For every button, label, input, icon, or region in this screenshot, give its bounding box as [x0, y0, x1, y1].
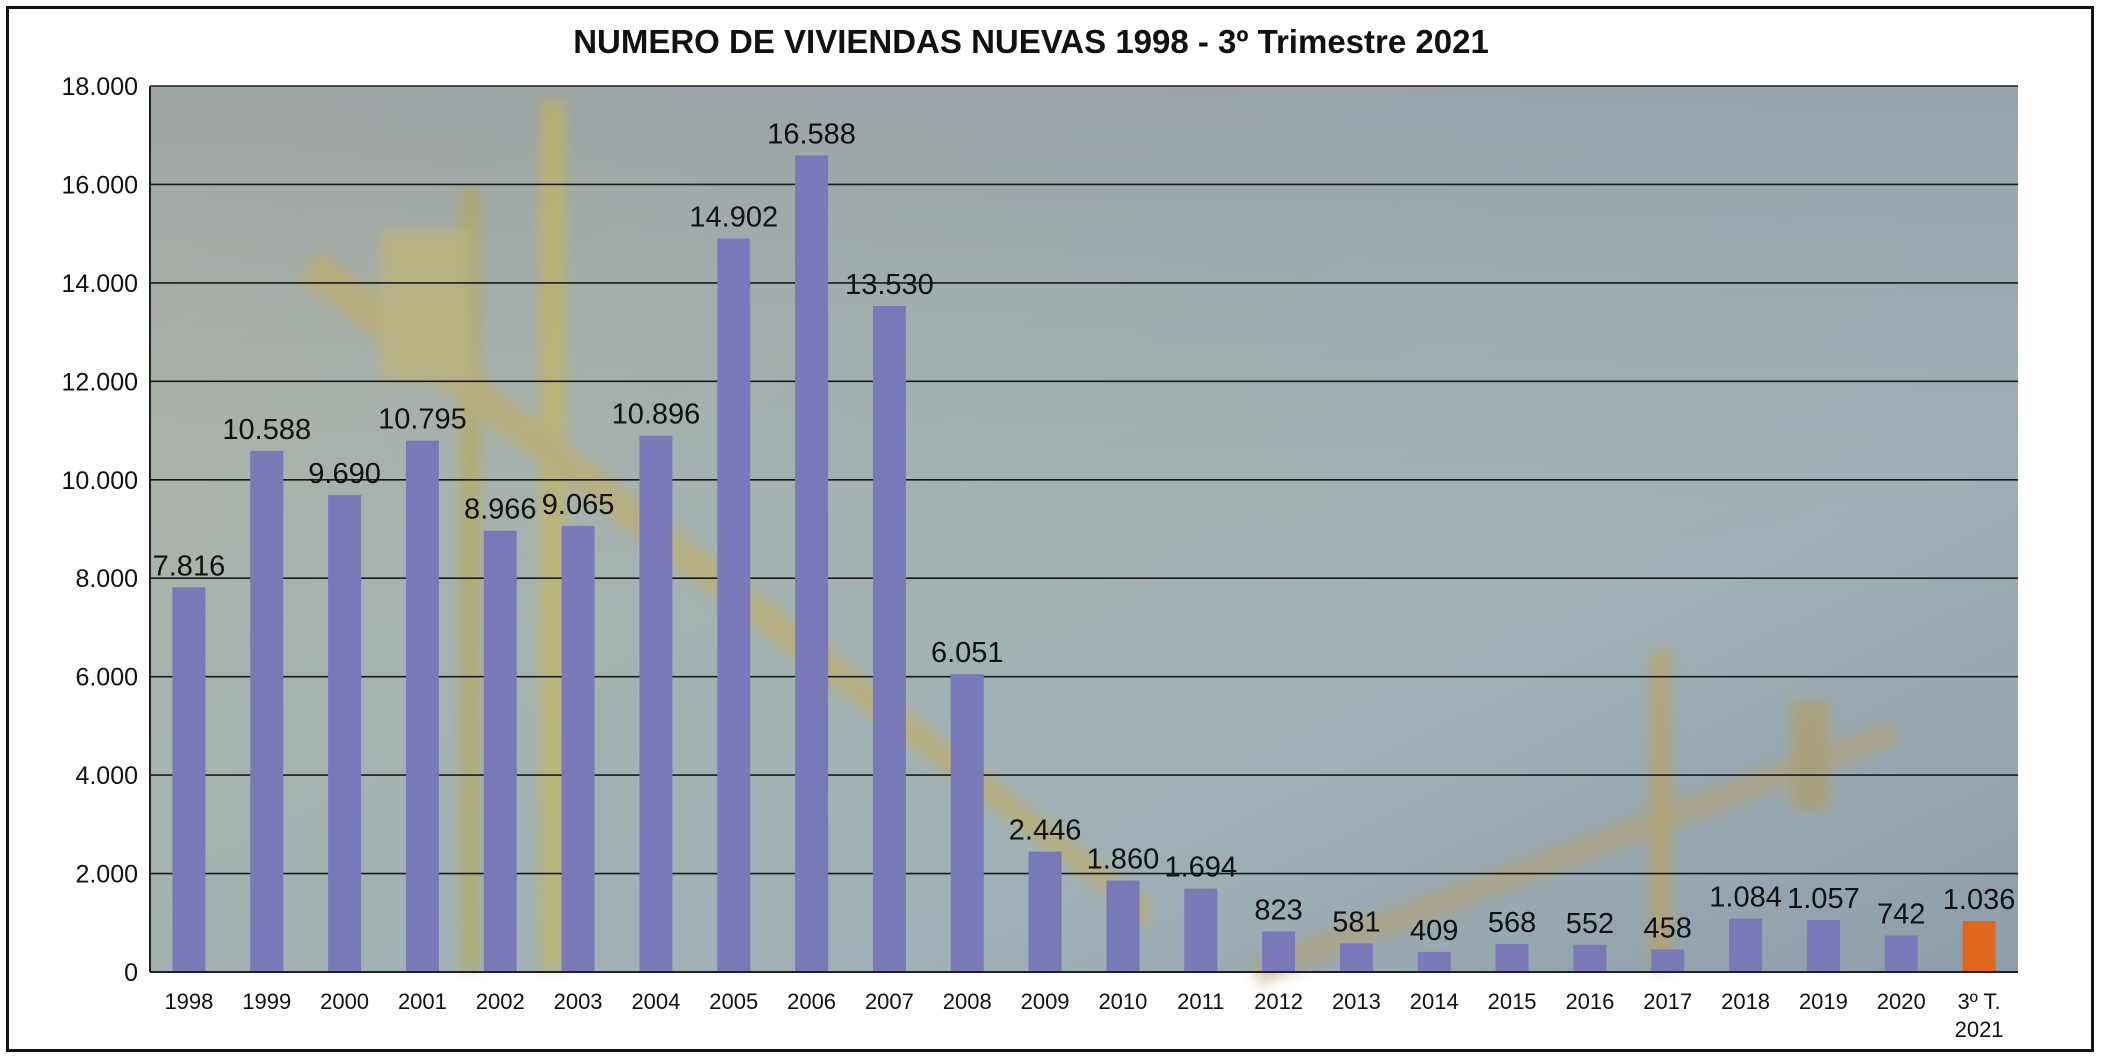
value-label: 9.065	[542, 489, 615, 521]
value-label: 458	[1644, 912, 1692, 944]
y-tick-label: 14.000	[62, 270, 138, 298]
x-tick-label: 2017	[1643, 989, 1692, 1014]
x-tick-label: 2012	[1254, 989, 1303, 1014]
plot-background	[150, 86, 2018, 985]
value-label: 16.588	[767, 119, 856, 151]
bar-17	[1495, 944, 1529, 972]
bar-2	[328, 495, 362, 972]
value-label: 10.896	[612, 399, 701, 431]
x-tick-label: 2011	[1177, 989, 1224, 1014]
x-tick-label: 2013	[1332, 989, 1381, 1014]
bar-8	[795, 155, 829, 973]
x-tick-label: 2019	[1799, 989, 1848, 1014]
bar-19	[1651, 949, 1685, 972]
y-tick-label: 10.000	[62, 467, 138, 495]
bar-5	[561, 525, 595, 972]
x-tick-label: 2016	[1565, 989, 1614, 1014]
bar-16	[1417, 951, 1451, 972]
bar-7	[717, 238, 751, 972]
x-tick-label: 2005	[709, 989, 758, 1014]
bar-10	[950, 674, 984, 972]
value-label: 14.902	[689, 201, 778, 233]
bar-18	[1573, 944, 1607, 972]
x-tick-label: 2006	[787, 989, 836, 1014]
bar-6	[639, 435, 673, 972]
bar-20	[1729, 918, 1763, 972]
y-tick-label: 8.000	[75, 565, 138, 593]
x-tick-label: 2015	[1488, 989, 1537, 1014]
value-label: 1.036	[1943, 884, 2016, 916]
x-tick-label: 2010	[1098, 989, 1147, 1014]
y-tick-label: 18.000	[62, 73, 138, 101]
y-tick-label: 2.000	[75, 861, 138, 889]
x-tick-label: 2014	[1410, 989, 1459, 1014]
bar-4	[483, 530, 517, 972]
x-tick-label: 2008	[943, 989, 992, 1014]
value-label: 568	[1488, 907, 1536, 939]
x-tick-label: 1998	[164, 989, 213, 1014]
value-label: 581	[1332, 906, 1380, 938]
x-tick-label: 2009	[1021, 989, 1070, 1014]
x-tick-label: 2020	[1877, 989, 1926, 1014]
x-tick-label: 2007	[865, 989, 914, 1014]
value-label: 10.795	[378, 404, 467, 436]
y-axis-ticks: 0 2.000 4.000 6.000 8.000 10.000 12.000 14.000 1…	[62, 73, 138, 987]
bar-21	[1806, 919, 1840, 972]
x-tick-label: 3º T. 2021	[1955, 989, 2004, 1042]
value-label: 10.588	[222, 414, 311, 446]
value-label: 1.860	[1087, 843, 1160, 875]
value-label: 1.694	[1164, 852, 1237, 884]
value-label: 8.966	[464, 494, 537, 526]
x-tick-label: 1999	[242, 989, 291, 1014]
value-label: 1.057	[1787, 883, 1860, 915]
bar-3	[405, 440, 439, 972]
value-label: 552	[1566, 908, 1614, 940]
x-axis-ticks: 1998 1999 2000 2001 2002 2003 2004 2005 2006 2007…	[164, 989, 2003, 1042]
value-label: 823	[1254, 894, 1302, 926]
bar-13	[1184, 888, 1218, 972]
value-label: 13.530	[845, 269, 934, 301]
y-tick-label: 12.000	[62, 368, 138, 396]
value-label: 2.446	[1009, 815, 1082, 847]
value-label: 6.051	[931, 637, 1004, 669]
bar-11	[1028, 851, 1062, 972]
value-label: 742	[1877, 898, 1925, 930]
x-tick-label: 2002	[476, 989, 525, 1014]
y-tick-label: 4.000	[75, 762, 138, 790]
value-label: 409	[1410, 915, 1458, 947]
chart-title: NUMERO DE VIVIENDAS NUEVAS 1998 - 3º Tri…	[573, 23, 1489, 60]
value-labels: 7.816 10.588 9.690 10.795 8.966 9.065 10.896 14…	[153, 119, 2016, 947]
value-label: 1.084	[1709, 882, 1782, 914]
bar-14	[1262, 931, 1296, 972]
y-tick-label: 0	[124, 959, 138, 987]
x-tick-label: 2018	[1721, 989, 1770, 1014]
x-tick-label: 2000	[320, 989, 369, 1014]
value-label: 9.690	[308, 458, 381, 490]
value-label: 7.816	[153, 550, 226, 582]
bar-22	[1884, 935, 1918, 972]
bar-23	[1962, 921, 1996, 972]
bar-12	[1106, 880, 1140, 972]
y-tick-label: 6.000	[75, 664, 138, 692]
x-tick-label: 2004	[631, 989, 680, 1014]
bars	[172, 155, 1996, 973]
bar-1	[250, 450, 284, 973]
bar-9	[872, 306, 906, 973]
bar-15	[1339, 943, 1373, 972]
bar-0	[172, 587, 206, 972]
y-tick-label: 16.000	[62, 171, 138, 199]
x-tick-label: 2001	[398, 989, 447, 1014]
x-tick-label: 2003	[554, 989, 603, 1014]
grid-lines	[150, 85, 2018, 875]
